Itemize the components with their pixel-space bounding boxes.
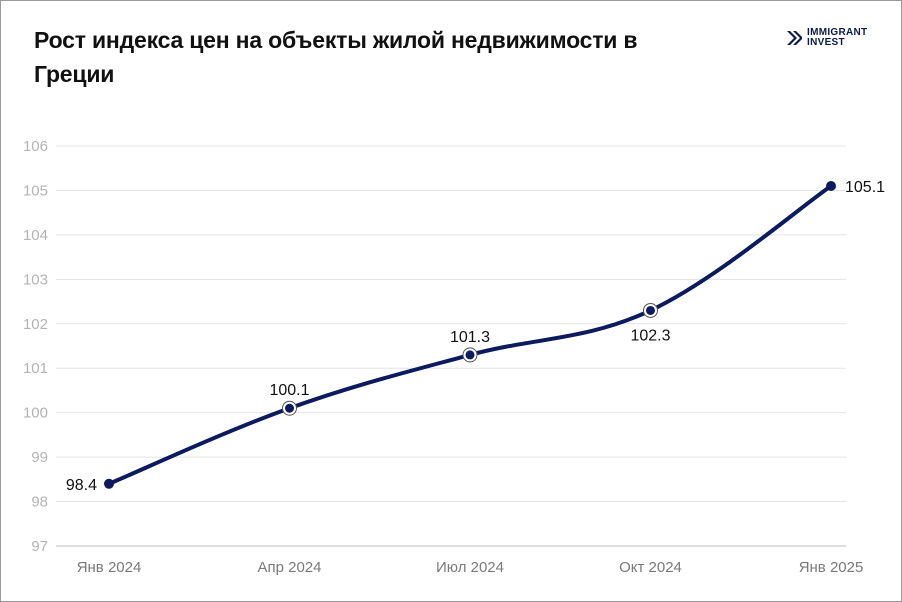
- data-label: 105.1: [845, 179, 885, 196]
- data-label: 100.1: [269, 382, 309, 399]
- y-tick-label: 106: [23, 138, 48, 155]
- x-tick-label: Окт 2024: [619, 559, 682, 576]
- y-tick-label: 105: [23, 182, 48, 199]
- data-point: [465, 350, 475, 360]
- chart-title: Рост индекса цен на объекты жилой недвиж…: [34, 27, 638, 87]
- data-point: [826, 181, 836, 191]
- y-tick-label: 99: [31, 449, 48, 466]
- data-label: 98.4: [66, 477, 97, 494]
- logo-line-1: IMMIGRANT: [807, 27, 868, 38]
- logo-line-2: INVEST: [807, 37, 845, 48]
- immigrant-invest-logo-icon: [787, 31, 802, 45]
- x-tick-label: Янв 2025: [799, 559, 864, 576]
- data-label: 102.3: [630, 327, 670, 344]
- y-tick-label: 103: [23, 271, 48, 288]
- x-tick-label: Апр 2024: [257, 559, 321, 576]
- data-point: [104, 478, 114, 489]
- x-tick-label: Июл 2024: [436, 559, 504, 576]
- y-tick-label: 100: [23, 405, 48, 422]
- data-label: 101.3: [450, 329, 490, 346]
- data-point: [285, 403, 294, 413]
- y-tick-label: 97: [31, 538, 48, 555]
- data-point: [646, 305, 655, 315]
- y-tick-label: 104: [23, 227, 48, 244]
- y-tick-label: 98: [31, 494, 48, 511]
- x-tick-label: Янв 2024: [77, 559, 142, 576]
- y-tick-label: 101: [23, 360, 48, 377]
- y-tick-label: 102: [23, 316, 48, 333]
- brand-logo: IMMIGRANT INVEST: [786, 28, 867, 48]
